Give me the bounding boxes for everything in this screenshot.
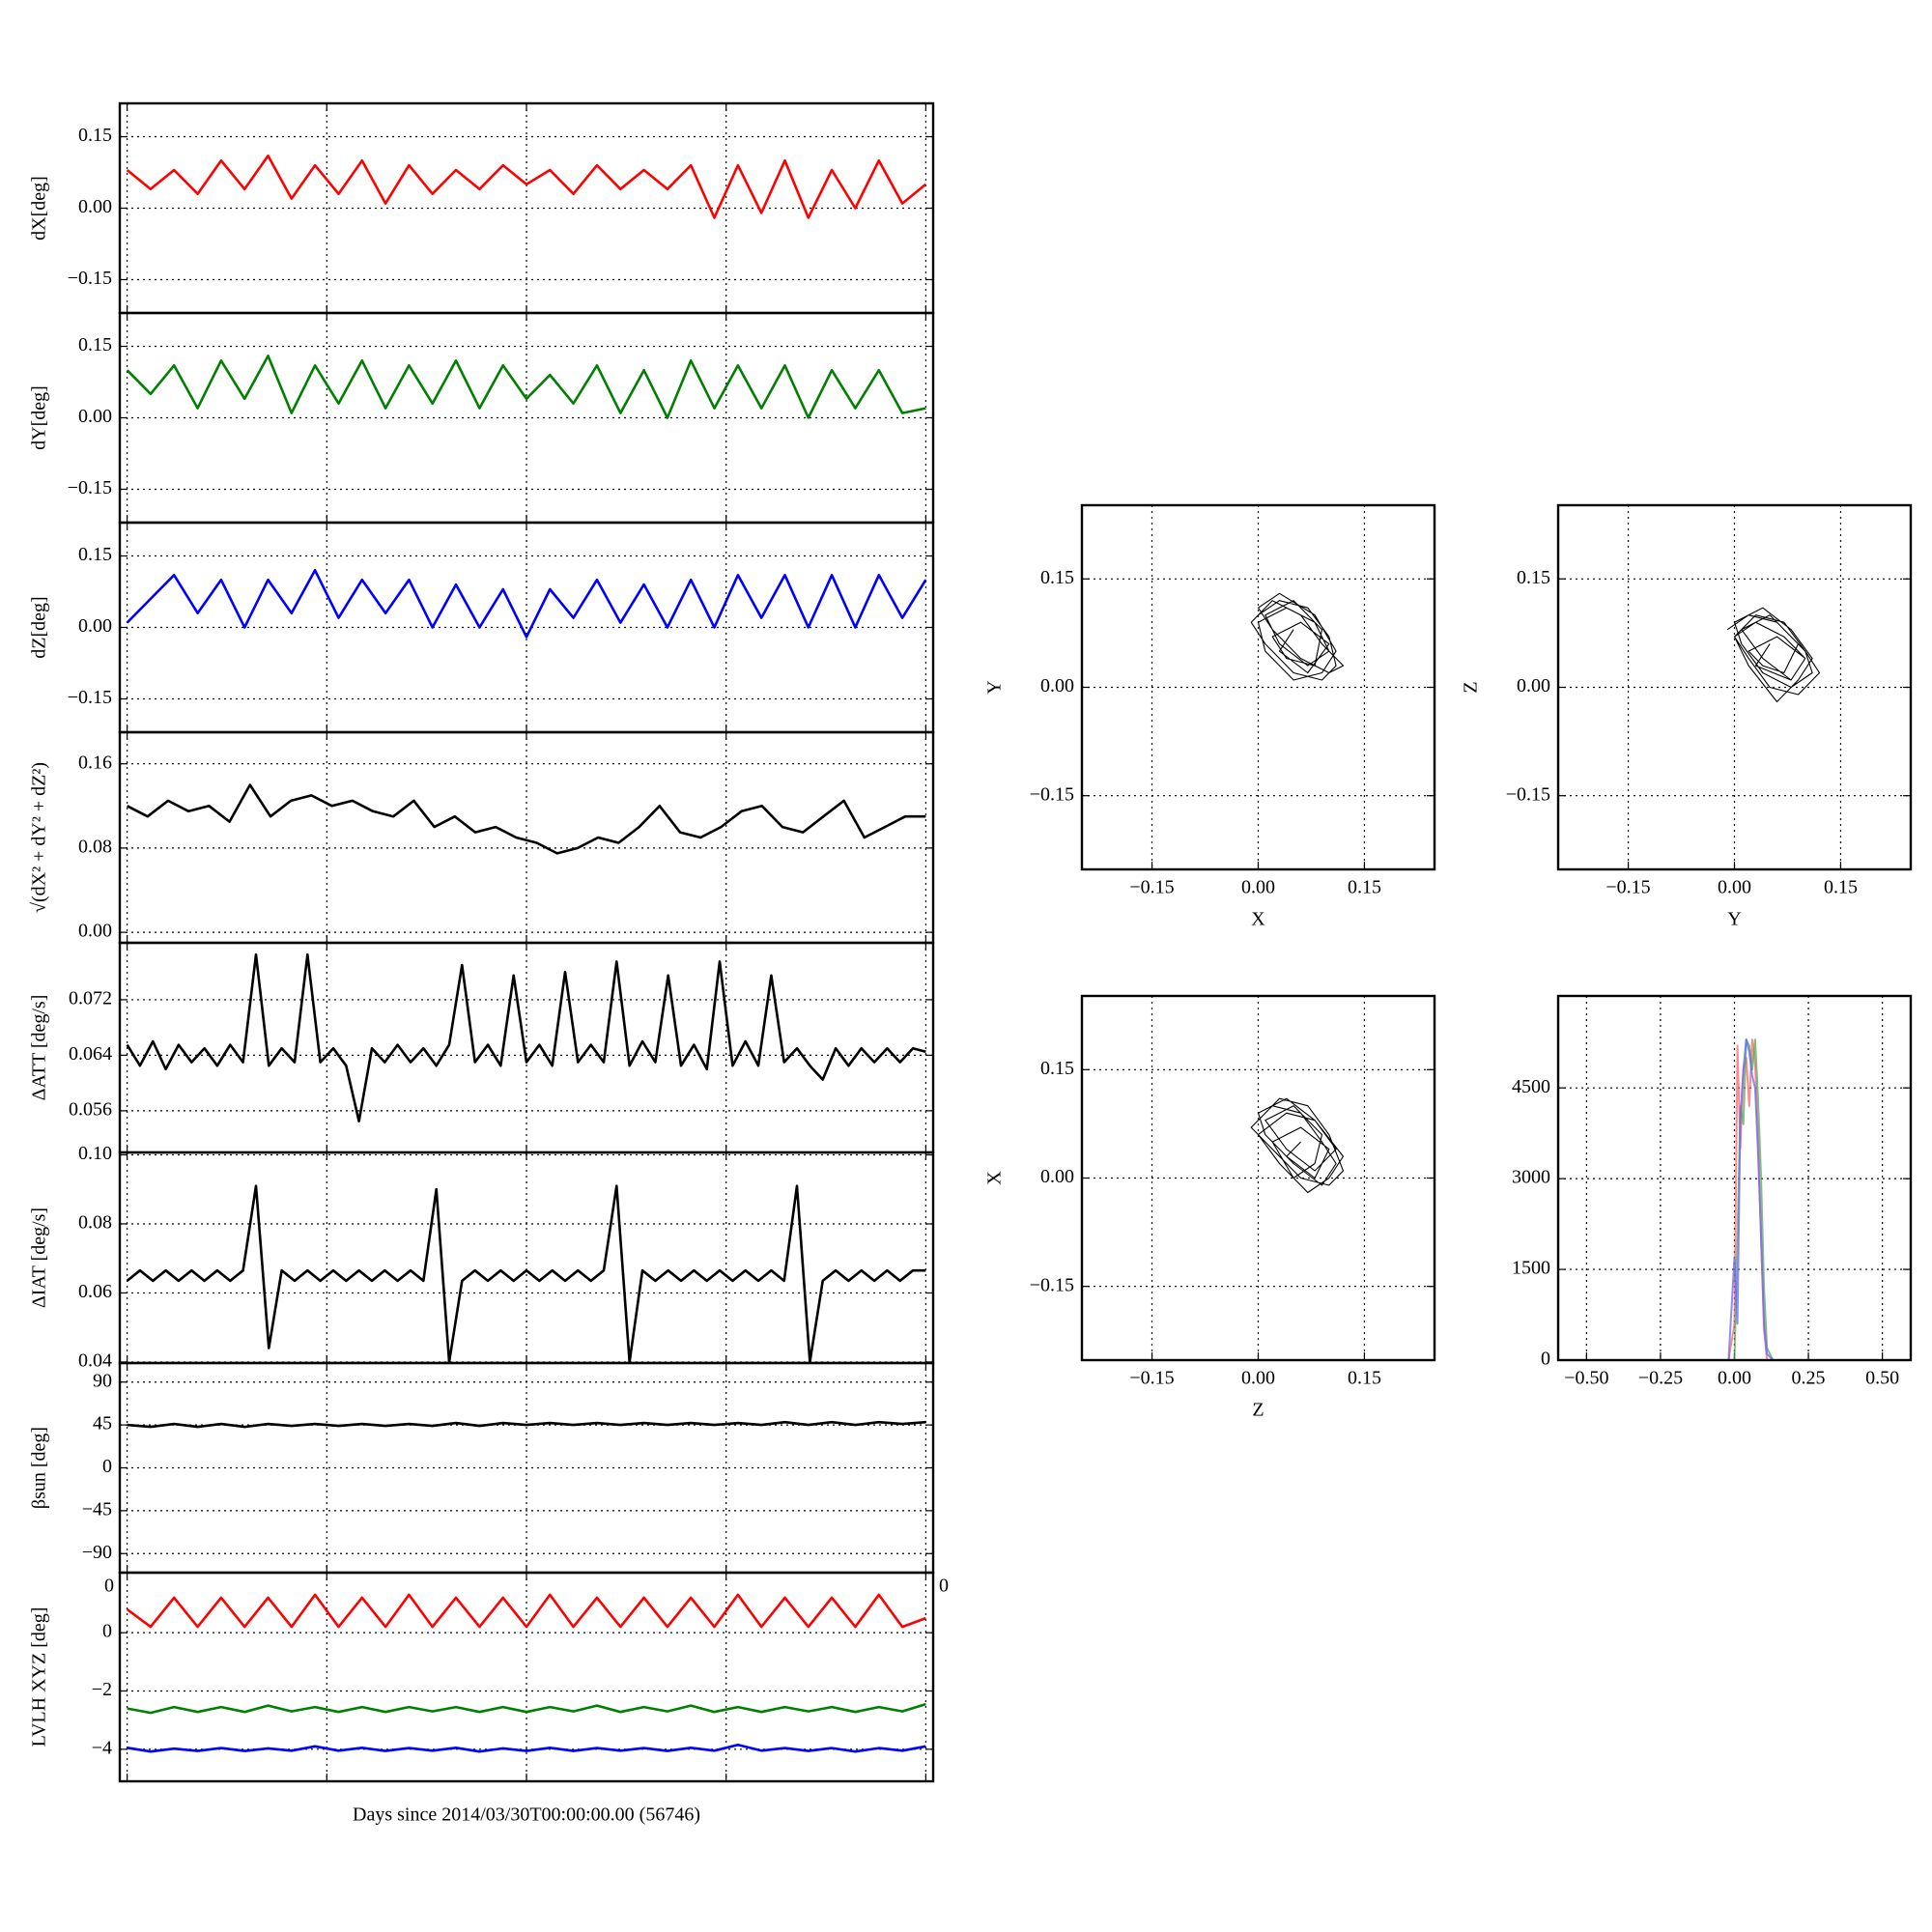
y-tick-label: 0.00 [78,406,112,427]
series-line [1726,607,1821,703]
x-tick-label: 0.50 [1865,1368,1899,1389]
x-tick-label: −0.15 [1129,877,1174,898]
y-tick-label: 0.16 [78,752,112,773]
y-tick-label: 0.15 [78,334,112,355]
series-line [1250,592,1345,681]
y-tick-label: 0 [102,1456,112,1477]
series-line [126,355,926,419]
x-axis-label: Days since 2014/03/30T00:00:00.00 (56746… [353,1804,700,1826]
y-tick-label: 45 [93,1413,112,1435]
y-tick-label: 0.00 [78,615,112,637]
series-line [126,155,927,219]
y-tick-label: 0.15 [78,544,112,565]
y-axis-label: ΔATT [deg/s] [29,995,50,1101]
y-tick-label: 0.00 [1517,675,1550,696]
y-tick-label: 90 [93,1370,112,1391]
y-tick-label: −0.15 [1030,783,1074,805]
y-tick-label: 0.00 [78,921,112,942]
y-tick-label: 0.00 [1040,675,1074,696]
series-line [127,1420,926,1429]
y-tick-label: −0.15 [68,687,112,708]
series-line [1558,1038,1911,1360]
x-axis-label: Y [1727,909,1741,930]
axes-frame [1556,503,1913,871]
x-axis-label: X [1251,909,1265,930]
y-axis-label: βsun [deg] [29,1427,50,1509]
series-line [126,1184,926,1363]
series-line [126,569,927,639]
axes-frame [1080,503,1436,871]
y-tick-label: 4500 [1512,1076,1550,1097]
x-tick-label: −0.15 [1129,1368,1174,1389]
y-tick-label: −45 [82,1498,112,1520]
y-tick-label: 0.15 [78,125,112,146]
y-tick-label: 0.00 [1040,1166,1074,1187]
y-axis-label: LVLH XYZ [deg] [29,1607,50,1747]
y-tick-label: 0.064 [69,1043,112,1065]
y-tick-label: 1500 [1512,1258,1550,1279]
x-tick-label: 0.00 [1718,1368,1751,1389]
y-tick-label: 0 [102,1621,112,1642]
y-axis-label: dZ[deg] [29,596,50,658]
y-tick-label: 0 [1541,1349,1550,1370]
y-tick-label: 0.15 [1517,567,1550,588]
y-tick-label: 0.15 [1040,1058,1074,1079]
y-tick-label: 0.00 [78,196,112,217]
x-tick-label: 0.00 [1718,877,1751,898]
x-tick-label: 0.00 [1241,877,1275,898]
offset-label: 0 [104,1576,114,1597]
x-axis-label: Z [1252,1400,1264,1421]
x-tick-label: −0.50 [1564,1368,1608,1389]
y-tick-label: 0.072 [69,988,112,1009]
series-line [126,952,926,1122]
offset-label: 0 [939,1576,949,1597]
y-tick-label: 0.08 [78,1212,112,1234]
y-axis-label: X [984,1171,1006,1185]
x-tick-label: −0.25 [1638,1368,1683,1389]
y-axis-label: √(dX² + dY² + dZ²) [29,762,50,913]
y-axis-label: Z [1461,681,1482,693]
y-tick-label: 0.10 [78,1143,112,1164]
y-tick-label: −0.15 [68,268,112,289]
y-tick-label: −0.15 [1030,1274,1074,1295]
y-tick-label: 3000 [1512,1167,1550,1188]
x-tick-label: −0.15 [1605,877,1650,898]
y-tick-label: −2 [92,1679,112,1700]
axes-frame [1080,994,1436,1362]
x-tick-label: 0.15 [1824,877,1858,898]
y-axis-label: ΔIAT [deg/s] [29,1208,50,1308]
y-tick-label: 0.08 [78,836,112,857]
series-line [127,783,926,855]
series-line [127,1744,926,1753]
y-tick-label: −90 [82,1542,112,1563]
series-line [1250,1097,1345,1194]
x-tick-label: 0.25 [1792,1368,1826,1389]
axes-frame [1556,994,1913,1362]
y-tick-label: 0.04 [78,1350,112,1372]
y-axis-label: dX[deg] [29,176,50,241]
series-line [126,1593,926,1629]
x-tick-label: 0.15 [1348,1368,1381,1389]
y-axis-label: dY[deg] [29,385,50,450]
y-tick-label: −4 [92,1737,112,1758]
y-tick-label: 0.15 [1040,567,1074,588]
axes-frame [118,1571,935,1783]
y-tick-label: −0.15 [1506,783,1550,805]
y-tick-label: 0.056 [69,1098,112,1120]
y-tick-label: −0.15 [68,477,112,498]
x-tick-label: 0.15 [1348,877,1381,898]
y-axis-label: Y [984,680,1006,694]
series-line [1558,1038,1911,1360]
y-tick-label: 0.06 [78,1281,112,1302]
x-tick-label: 0.00 [1241,1368,1275,1389]
series-line [127,1702,926,1715]
